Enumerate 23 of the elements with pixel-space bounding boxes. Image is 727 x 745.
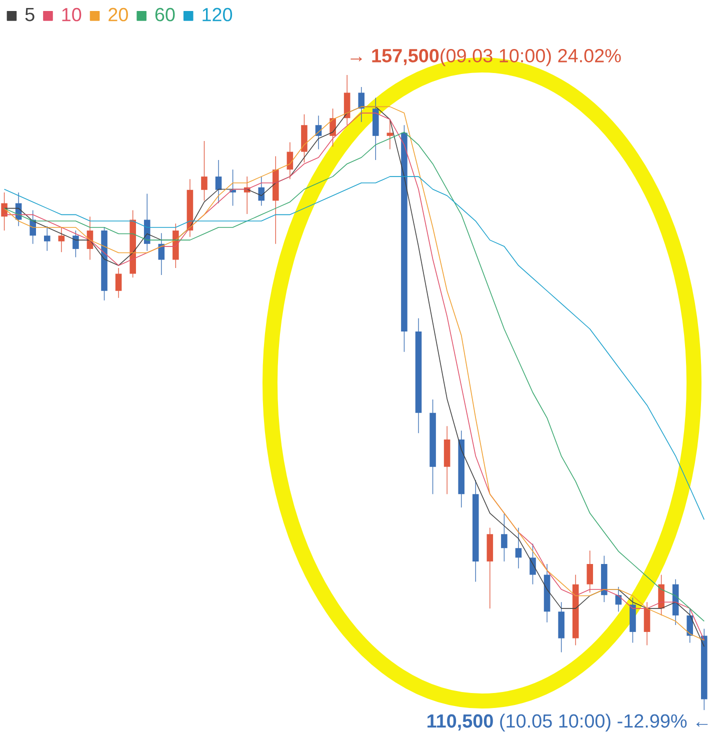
legend-label: 60: [155, 8, 175, 22]
candlestick: [1, 192, 8, 231]
candlestick: [386, 119, 394, 150]
candlestick: [586, 550, 594, 593]
candlestick: [72, 230, 79, 258]
candlestick: [686, 608, 694, 644]
legend-label: 5: [25, 8, 34, 22]
candlestick: [530, 543, 536, 585]
candlestick: [358, 86, 365, 122]
candlestick: [258, 176, 265, 206]
candlestick: [644, 602, 650, 646]
candlestick: [115, 268, 122, 298]
candlestick: [201, 140, 208, 202]
legend-label: 20: [108, 8, 128, 22]
legend-label: 120: [202, 8, 232, 22]
candlestick: [330, 108, 336, 148]
candlestick: [501, 513, 508, 562]
legend-label: 10: [62, 8, 82, 22]
candlestick: [44, 226, 50, 252]
candlestick: [515, 527, 522, 569]
candlestick: [58, 227, 65, 252]
candlestick: [215, 160, 222, 204]
text: 110,500 (10.05 10:00) -12.99% ←: [428, 714, 708, 732]
